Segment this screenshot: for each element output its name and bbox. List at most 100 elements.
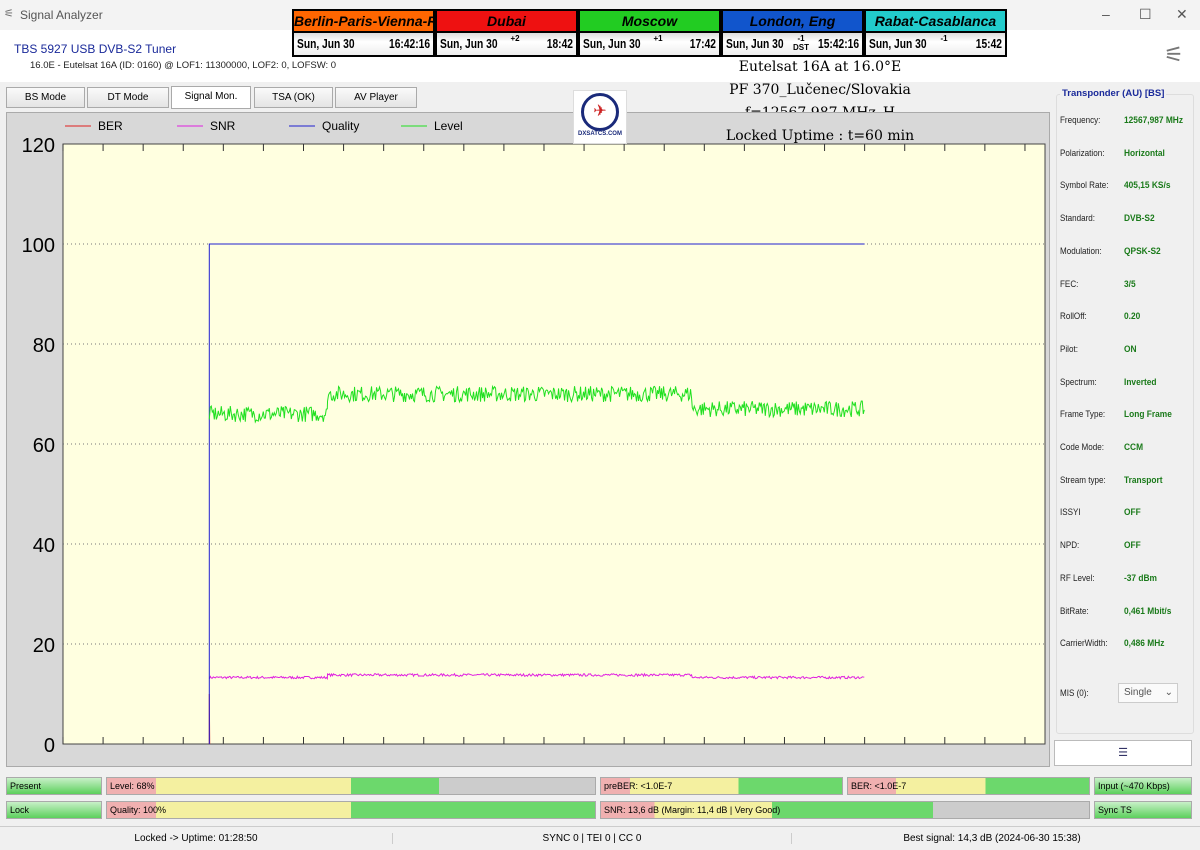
param-label: Standard:	[1060, 213, 1096, 225]
tab-signal-mon-[interactable]: Signal Mon.	[171, 86, 251, 109]
app-icon: ⚟	[4, 8, 14, 20]
clock-time: 18:42	[546, 37, 573, 51]
clock-city: Rabat-Casablanca	[866, 11, 1005, 33]
tab-av-player[interactable]: AV Player	[335, 87, 417, 108]
y-tick-label: 20	[33, 635, 55, 657]
mis-label: MIS (0):	[1060, 688, 1089, 699]
param-label: FEC:	[1060, 278, 1079, 290]
y-tick-label: 80	[33, 335, 55, 357]
preber-bar: preBER: <1.0E-7	[600, 777, 843, 795]
param-value: Long Frame	[1124, 409, 1172, 421]
sync-ts-indicator: Sync TS	[1094, 801, 1192, 819]
param-label: Spectrum:	[1060, 376, 1097, 388]
transponder-title: Transponder (AU) [BS]	[1060, 88, 1167, 99]
snr-bar: SNR: 13,6 dB (Margin: 11,4 dB | Very Goo…	[600, 801, 1090, 819]
param-value: Inverted	[1124, 376, 1157, 388]
param-label: BitRate:	[1060, 605, 1089, 617]
input-indicator: Input (~470 Kbps)	[1094, 777, 1192, 795]
tab-tsa-ok-[interactable]: TSA (OK)	[254, 87, 333, 108]
signal-chart: 0 20 40 60 80 100 120 BER SNR Quality Level	[22, 119, 1046, 757]
lock-indicator: Lock	[6, 801, 102, 819]
param-value: 3/5	[1124, 278, 1136, 290]
clock-offset: -1 DST	[793, 34, 809, 52]
param-value: 0,486 MHz	[1124, 638, 1165, 650]
clock-3: London, Eng Sun, Jun 30 -1 DST 15:42:16	[721, 9, 864, 57]
param-label: Frequency:	[1060, 115, 1101, 126]
clock-date: Sun, Jun 30	[297, 37, 355, 51]
clock-city: Moscow	[580, 11, 719, 33]
param-value: -37 dBm	[1124, 572, 1157, 584]
ber-bar: BER: <1.0E-7	[847, 777, 1090, 795]
param-value: Horizontal	[1124, 147, 1165, 159]
param-label: Frame Type:	[1060, 409, 1106, 421]
clock-2: Moscow Sun, Jun 30 +1 17:42	[578, 9, 721, 57]
status-best-signal: Best signal: 14,3 dB (2024-06-30 15:38)	[903, 833, 1081, 844]
tab-bs-mode[interactable]: BS Mode	[6, 87, 85, 108]
maximize-button[interactable]: ☐	[1139, 6, 1152, 22]
y-tick-label: 0	[44, 735, 55, 757]
present-indicator: Present	[6, 777, 102, 795]
minimize-button[interactable]: –	[1102, 6, 1110, 22]
legend-ber: BER	[98, 119, 123, 133]
param-value: ON	[1124, 343, 1137, 355]
clock-offset: -1	[940, 34, 948, 43]
param-label: CarrierWidth:	[1060, 638, 1108, 650]
clock-offset: +1	[653, 34, 663, 43]
param-label: Code Mode:	[1060, 442, 1105, 453]
param-value: 0.20	[1124, 311, 1141, 323]
legend-level: Level	[434, 119, 463, 133]
overlay-uptime: Locked Uptime : t=60 min	[725, 128, 915, 144]
clock-time: 15:42	[975, 37, 1002, 51]
param-label: Symbol Rate:	[1060, 180, 1109, 192]
param-value: CCM	[1124, 442, 1144, 453]
y-tick-label: 120	[22, 135, 55, 157]
param-label: Pilot:	[1060, 343, 1078, 355]
param-label: RF Level:	[1060, 572, 1095, 584]
close-button[interactable]: ✕	[1176, 6, 1188, 22]
legend-quality: Quality	[322, 119, 359, 133]
plot-area	[62, 143, 1046, 745]
window-title: Signal Analyzer	[20, 8, 103, 22]
series-level-line	[208, 384, 865, 424]
param-value: OFF	[1124, 540, 1141, 552]
tab-dt-mode[interactable]: DT Mode	[87, 87, 169, 108]
param-label: NPD:	[1060, 540, 1080, 552]
param-value: Transport	[1124, 474, 1163, 486]
overlay-satellite: Eutelsat 16A at 16.0°E	[738, 59, 902, 75]
clock-city: Berlin-Paris-Vienna-Roma	[294, 11, 433, 33]
satellite-dish-icon[interactable]: ⚟	[1164, 42, 1184, 67]
param-value: OFF	[1124, 507, 1141, 519]
clock-offset: +2	[510, 34, 520, 43]
series-snr-line	[208, 672, 865, 681]
param-value: 405,15 KS/s	[1124, 180, 1171, 192]
y-tick-label: 60	[33, 435, 55, 457]
status-bar: Locked -> Uptime: 01:28:50 SYNC 0 | TEI …	[0, 826, 1200, 850]
clock-date: Sun, Jun 30	[726, 37, 784, 51]
quality-bar: Quality: 100%	[106, 801, 596, 819]
list-button[interactable]: ☰	[1054, 740, 1192, 766]
chart-panel: 0 20 40 60 80 100 120 BER SNR Quality Level	[6, 112, 1050, 767]
param-label: Stream type:	[1060, 474, 1106, 486]
clock-time: 17:42	[689, 37, 716, 51]
clock-date: Sun, Jun 30	[869, 37, 927, 51]
clock-time: 16:42:16	[388, 37, 430, 51]
y-tick-label: 100	[22, 235, 55, 257]
mis-select[interactable]: Single ⌄	[1118, 683, 1178, 703]
param-value: 0,461 Mbit/s	[1124, 605, 1172, 617]
param-label: RollOff:	[1060, 311, 1087, 323]
param-value: 12567,987 MHz	[1124, 115, 1184, 126]
satellite-info: 16.0E - Eutelsat 16A (ID: 0160) @ LOF1: …	[30, 60, 337, 71]
clock-city: Dubai	[437, 11, 576, 33]
param-label: ISSYI	[1060, 507, 1081, 519]
status-uptime: Locked -> Uptime: 01:28:50	[134, 833, 258, 844]
mis-value: Single	[1124, 687, 1152, 698]
tuner-name: TBS 5927 USB DVB-S2 Tuner	[14, 42, 177, 56]
clock-1: Dubai Sun, Jun 30 +2 18:42	[435, 9, 578, 57]
param-value: QPSK-S2	[1124, 245, 1161, 257]
overlay-location: PF 370_Lučenec/Slovakia	[729, 82, 911, 98]
y-tick-label: 40	[33, 535, 55, 557]
param-label: Polarization:	[1060, 147, 1105, 159]
status-sync: SYNC 0 | TEI 0 | CC 0	[392, 833, 792, 844]
clock-0: Berlin-Paris-Vienna-Roma Sun, Jun 30 16:42…	[292, 9, 435, 57]
series-quality-line	[208, 243, 865, 744]
